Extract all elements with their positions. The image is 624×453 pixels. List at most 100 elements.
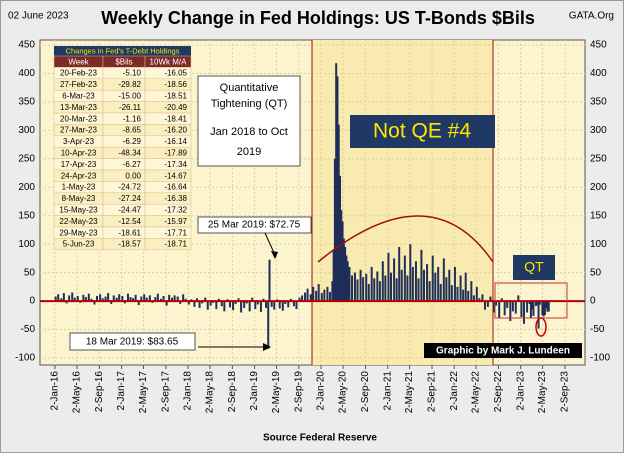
bar — [159, 298, 162, 302]
bar — [295, 301, 298, 310]
bar — [306, 288, 309, 302]
table-cell: -16.64 — [164, 183, 187, 192]
qt-label: QT — [524, 259, 544, 275]
x-tick-label: 2-May-17 — [138, 371, 149, 414]
table-cell: 3-Apr-23 — [63, 137, 95, 146]
bar — [148, 295, 151, 302]
table-cell: -18.41 — [164, 114, 187, 123]
bar — [346, 261, 349, 302]
table-cell: -16.38 — [164, 194, 187, 203]
table-cell: -29.82 — [118, 80, 141, 89]
bar — [417, 278, 420, 302]
table-cell: 6-Mar-23 — [62, 92, 95, 101]
bar — [506, 301, 509, 308]
bar — [110, 301, 113, 304]
table-cell: -18.71 — [164, 240, 187, 249]
x-tick-label: 2-Sep-16 — [94, 371, 105, 413]
table-header: $Bils — [115, 57, 132, 66]
bar — [134, 294, 137, 302]
x-tick-label: 2-Jan-21 — [382, 371, 393, 411]
arc — [317, 215, 494, 263]
bar — [428, 281, 431, 302]
bar — [292, 301, 295, 307]
bar — [237, 298, 240, 302]
arrow-head — [271, 251, 278, 259]
bar — [495, 301, 498, 306]
table-title: Changes in Fed's T-Debt Holdings — [66, 46, 180, 55]
bar — [93, 301, 96, 305]
bar — [132, 298, 135, 302]
bar — [448, 269, 451, 302]
bar — [196, 298, 199, 302]
y-tick-label: 400 — [18, 68, 35, 79]
bar — [99, 294, 102, 302]
bar — [467, 290, 470, 302]
y-tick-label: -100 — [590, 353, 610, 364]
bar — [179, 301, 182, 304]
x-tick-label: 2-Sep-23 — [560, 371, 571, 413]
bar — [87, 293, 90, 302]
x-tick-label: 2-Jan-16 — [50, 371, 61, 411]
bar — [400, 269, 403, 302]
x-tick-label: 2-Jan-18 — [183, 371, 194, 411]
bar — [442, 258, 445, 302]
bar — [370, 266, 373, 302]
bar — [340, 210, 343, 302]
bar — [351, 275, 354, 302]
bar — [320, 293, 323, 302]
bar — [337, 124, 340, 302]
bar — [315, 290, 318, 302]
bar — [478, 298, 481, 302]
bar — [57, 294, 60, 302]
qe-region — [312, 40, 493, 365]
table-cell: -18.57 — [118, 240, 141, 249]
y-tick-label: 250 — [18, 153, 35, 164]
table-cell: -18.56 — [164, 80, 187, 89]
bar — [54, 296, 57, 302]
bar — [220, 301, 223, 307]
chart-title: Weekly Change in Fed Holdings: US T-Bond… — [101, 8, 535, 28]
bar — [387, 252, 390, 302]
label-box — [513, 255, 555, 280]
bar — [187, 301, 190, 305]
table-cell: -1.16 — [123, 114, 142, 123]
table-cell: 5-Jun-23 — [63, 240, 95, 249]
bar — [209, 301, 212, 306]
x-tick-label: 2-May-21 — [404, 371, 415, 414]
bar — [537, 301, 540, 329]
bar — [345, 255, 348, 302]
bar — [535, 301, 538, 307]
bar — [409, 244, 412, 302]
table-cell: -15.97 — [164, 217, 187, 226]
table-cell: -14.67 — [164, 171, 187, 180]
bar — [60, 298, 63, 302]
y-tick-label: 0 — [590, 296, 596, 307]
bar — [184, 298, 187, 302]
bar — [82, 294, 85, 302]
bar — [118, 294, 121, 302]
bar — [384, 275, 387, 302]
bar — [344, 247, 347, 302]
bar — [437, 266, 440, 302]
bar — [509, 301, 512, 322]
y-tick-label: 250 — [590, 153, 607, 164]
bar — [511, 301, 514, 312]
bar — [243, 301, 246, 308]
bar — [68, 295, 71, 302]
callout-box — [69, 332, 196, 351]
note-box — [197, 75, 301, 167]
label-box — [350, 115, 495, 148]
bar — [326, 286, 329, 302]
x-tick-label: 2-May-23 — [537, 371, 548, 414]
bar — [486, 301, 489, 307]
y-tick-label: 450 — [18, 40, 35, 51]
bar — [129, 297, 132, 302]
table-cell: -24.47 — [118, 206, 141, 215]
bar — [362, 277, 365, 302]
bar — [182, 294, 185, 302]
callout: 18 Mar 2019: $83.65 — [86, 337, 179, 348]
table-cell: -17.89 — [164, 149, 187, 158]
bar — [206, 301, 209, 310]
table-cell: -24.72 — [118, 183, 141, 192]
bar — [171, 297, 174, 302]
